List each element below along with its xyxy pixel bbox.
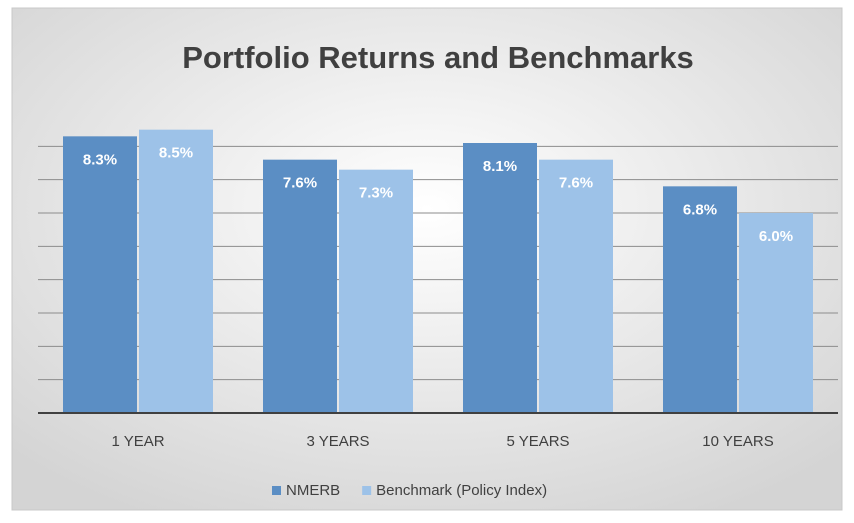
bar [663, 186, 737, 413]
data-label: 8.1% [483, 158, 517, 175]
bar [739, 213, 813, 413]
x-tick-label: 3 YEARS [306, 433, 369, 450]
bar [139, 129, 213, 413]
data-label: 7.6% [283, 175, 317, 192]
x-tick-label: 5 YEARS [506, 433, 569, 450]
legend-swatch [362, 486, 372, 495]
bar [263, 159, 337, 413]
data-label: 8.3% [83, 151, 117, 168]
legend-label: NMERB [286, 482, 340, 499]
data-label: 7.3% [359, 185, 393, 202]
bar [539, 159, 613, 413]
x-tick-label: 10 YEARS [702, 433, 773, 450]
data-label: 6.0% [759, 228, 793, 245]
x-tick-label: 1 YEAR [111, 433, 164, 450]
bar [63, 136, 137, 414]
data-label: 7.6% [559, 175, 593, 192]
chart-title: Portfolio Returns and Benchmarks [182, 40, 694, 75]
bar [339, 169, 413, 413]
data-label: 6.8% [683, 201, 717, 218]
legend-swatch [272, 486, 281, 495]
data-label: 8.5% [159, 145, 193, 162]
bar [463, 143, 537, 413]
legend-label: Benchmark (Policy Index) [376, 482, 547, 499]
